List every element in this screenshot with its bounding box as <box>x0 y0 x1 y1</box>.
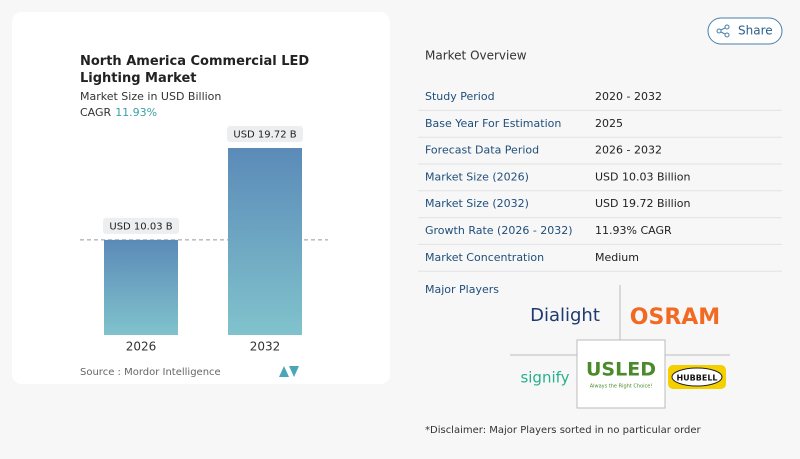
x-tick-label: 2026 <box>126 340 157 354</box>
value-label-bg <box>103 217 179 234</box>
logo-hubbell-oval <box>671 367 723 387</box>
logo-usled-tagline: Always the Right Choice! <box>590 384 653 390</box>
share-icon <box>716 24 730 38</box>
share-button[interactable] <box>707 17 783 45</box>
bar <box>104 239 178 335</box>
logo-osram: OSRAM <box>630 305 720 330</box>
row-label: Base Year For Estimation <box>425 117 561 130</box>
row-value: 11.93% CAGR <box>595 224 672 237</box>
chart-subtitle: Market Size in USD Billion <box>80 90 221 103</box>
row-value: 2020 - 2032 <box>595 90 662 103</box>
cagr-value: 11.93% <box>115 106 157 119</box>
row-value: USD 10.03 Billion <box>595 170 690 183</box>
row-label: Market Concentration <box>425 251 544 264</box>
disclaimer: *Disclaimer: Major Players sorted in no … <box>425 425 702 436</box>
players-title: Major Players <box>425 283 499 296</box>
row-label: Growth Rate (2026 - 2032) <box>425 224 573 237</box>
chart-title: North America Commercial LED Lighting Mar… <box>80 54 309 86</box>
logo-hubbell: HUBBELL <box>676 374 717 383</box>
share-label: Share <box>738 24 773 38</box>
bar <box>228 148 302 335</box>
source-logo <box>279 366 299 377</box>
logo-dialight: Dialight <box>530 305 600 326</box>
row-label: Market Size (2026) <box>425 170 529 183</box>
cagr-label: CAGR <box>80 106 112 119</box>
x-tick-label: 2032 <box>250 340 281 354</box>
row-label: Forecast Data Period <box>425 144 539 157</box>
cagr: CAGR 11.93% <box>80 106 157 119</box>
chart-title-line: North America Commercial LED <box>80 54 309 69</box>
chart-title-line: Lighting Market <box>80 71 197 86</box>
row-label: Market Size (2032) <box>425 197 529 210</box>
row-value: 2025 <box>595 117 623 130</box>
logo-box <box>576 339 666 409</box>
row-value: 2026 - 2032 <box>595 144 662 157</box>
row-value: Medium <box>595 251 639 264</box>
source: Source : Mordor Intelligence <box>80 367 221 378</box>
logo-signify: signify <box>520 369 569 387</box>
row-value: USD 19.72 Billion <box>595 197 690 210</box>
overview-title: Market Overview <box>425 49 527 63</box>
value-label: USD 19.72 B <box>233 130 296 141</box>
overview-table: Study Period 2020 - 2032 Base Year For Est… <box>418 90 782 272</box>
logo-usled: USLED <box>586 359 656 381</box>
value-label: USD 10.03 B <box>109 221 172 232</box>
row-label: Study Period <box>425 90 495 103</box>
value-label-bg <box>227 126 303 142</box>
